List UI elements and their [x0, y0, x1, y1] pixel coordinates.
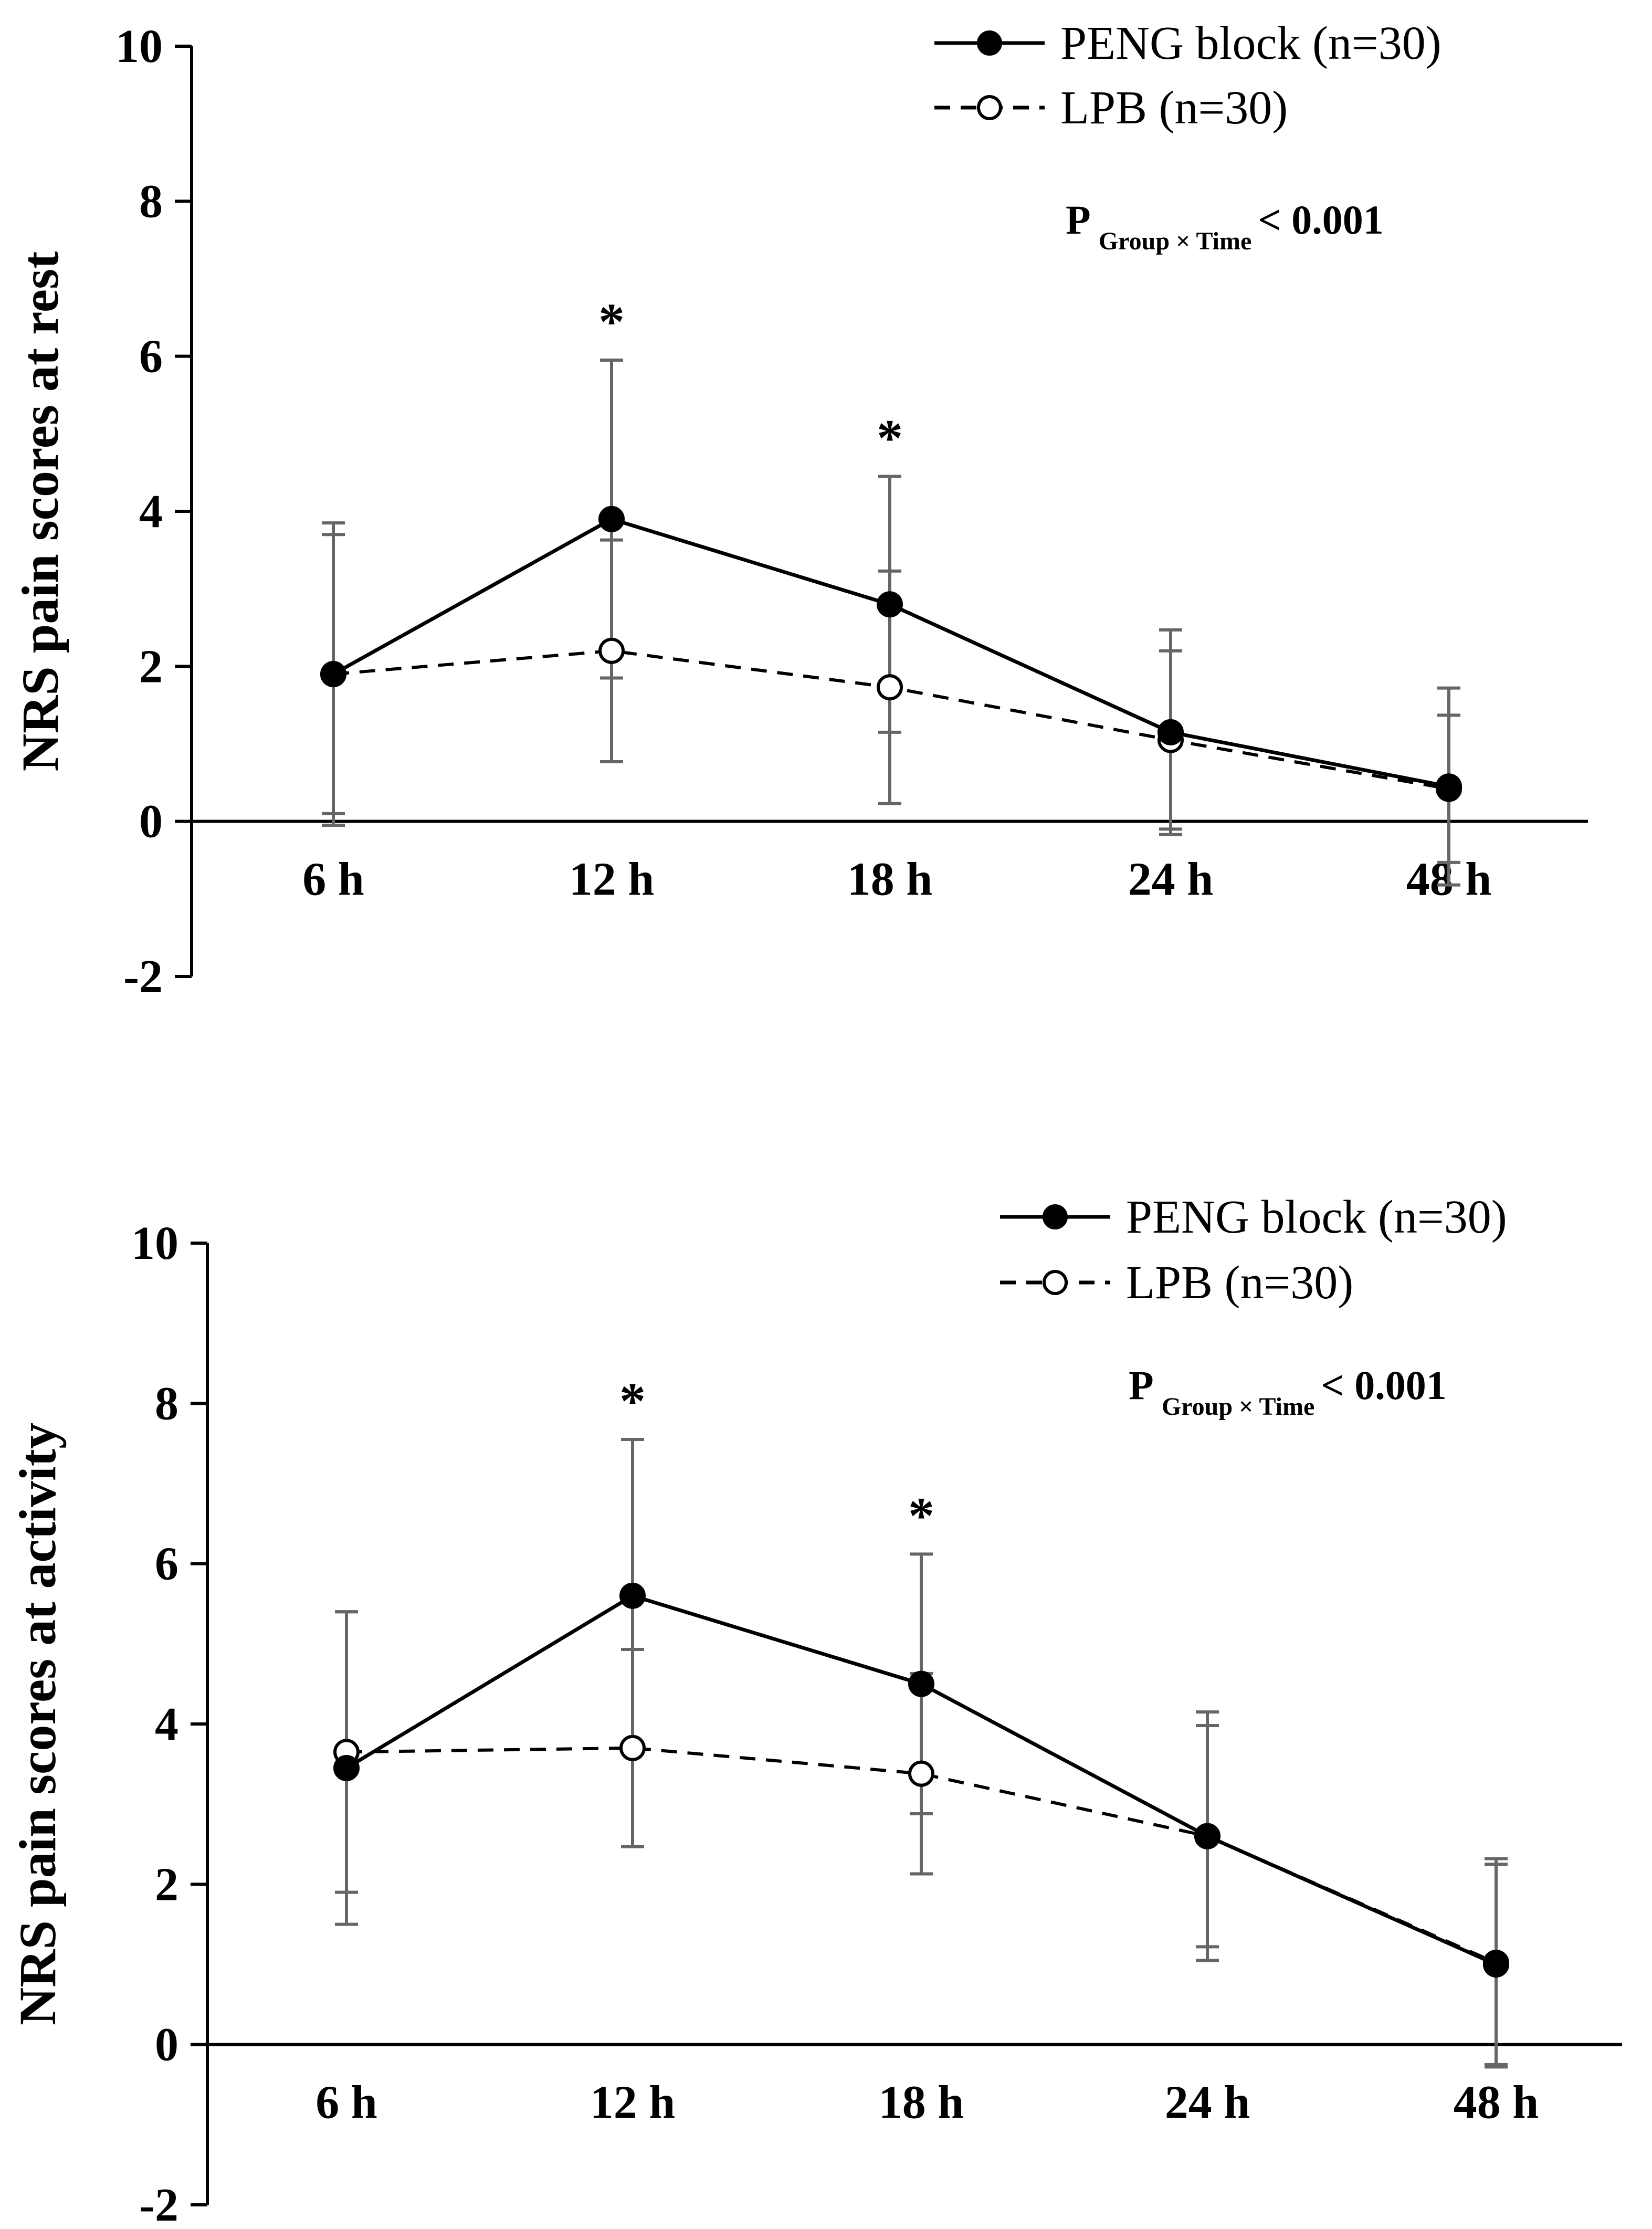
y-axis-label: NRS pain scores at rest [11, 251, 69, 772]
legend-marker-peng [1043, 1204, 1068, 1229]
data-point-peng [1194, 1823, 1220, 1849]
y-tick-label: 0 [155, 2019, 178, 2071]
data-point-peng [908, 1670, 934, 1697]
x-tick-label: 12 h [569, 854, 655, 906]
legend-marker-lpb [1043, 1270, 1068, 1295]
x-tick-label: 24 h [1128, 854, 1214, 906]
legend-marker-lpb [977, 95, 1002, 120]
y-tick-label: 0 [139, 796, 163, 848]
y-axis-label: NRS pain scores at activity [8, 1423, 67, 2025]
data-point-peng [1483, 1951, 1509, 1978]
p-letter: P [1066, 197, 1099, 243]
data-point-peng [598, 506, 625, 532]
x-tick-label: 12 h [590, 2077, 676, 2129]
significance-star: * [598, 292, 625, 351]
x-tick-label: 6 h [302, 854, 364, 906]
x-tick-label: 48 h [1454, 2077, 1539, 2129]
p-value: < 0.001 [1258, 197, 1383, 243]
y-tick-label: 2 [155, 1858, 178, 1910]
chart-bottom: -2 0 2 4 6 8 10 6 h 12 h 18 h 24 h 48 h NRS pain sco… [8, 1191, 1622, 2229]
p-value: < 0.001 [1321, 1362, 1446, 1408]
x-tick-label: 6 h [315, 2077, 377, 2129]
data-point-lpb [598, 637, 625, 664]
legend-label-lpb: LPB (n=30) [1126, 1257, 1353, 1309]
y-tick-label: 6 [155, 1538, 178, 1590]
y-tick-label: 8 [155, 1378, 178, 1429]
p-letter: P [1129, 1362, 1162, 1408]
y-tick-label: -2 [139, 2179, 178, 2229]
data-point-lpb [877, 674, 903, 701]
data-point-peng [1158, 719, 1184, 745]
y-tick-label: 10 [131, 1217, 178, 1269]
y-tick-label: 4 [139, 486, 163, 538]
p-subscript: Group × Time [1099, 227, 1258, 255]
y-tick-label: 6 [139, 331, 163, 383]
legend-label-lpb: LPB (n=30) [1060, 82, 1288, 134]
significance-star: * [619, 1372, 646, 1430]
data-point-peng [1436, 773, 1462, 800]
legend-label-peng: PENG block (n=30) [1126, 1191, 1507, 1243]
x-tick-label: 24 h [1165, 2077, 1250, 2129]
data-point-peng [333, 1754, 360, 1781]
legend-label-peng: PENG block (n=30) [1060, 17, 1441, 69]
p-annotation: P Group × Time < 0.001 [1066, 197, 1384, 255]
x-tick-label: 18 h [847, 854, 933, 906]
data-point-lpb [619, 1734, 646, 1761]
significance-star: * [908, 1486, 934, 1544]
y-tick-label: 10 [115, 20, 163, 72]
y-tick-label: 2 [139, 640, 163, 692]
data-point-peng [619, 1582, 646, 1609]
data-point-peng [320, 661, 346, 688]
p-annotation: P Group × Time < 0.001 [1129, 1362, 1447, 1421]
data-point-lpb [908, 1760, 934, 1787]
x-tick-label: 18 h [879, 2077, 964, 2129]
y-tick-label: 4 [155, 1698, 178, 1750]
y-tick-label: 8 [139, 175, 163, 227]
p-subscript: Group × Time [1162, 1393, 1321, 1421]
significance-star: * [877, 409, 903, 467]
y-tick-label: -2 [123, 951, 163, 1003]
data-point-peng [877, 591, 903, 618]
legend-marker-peng [977, 30, 1002, 56]
